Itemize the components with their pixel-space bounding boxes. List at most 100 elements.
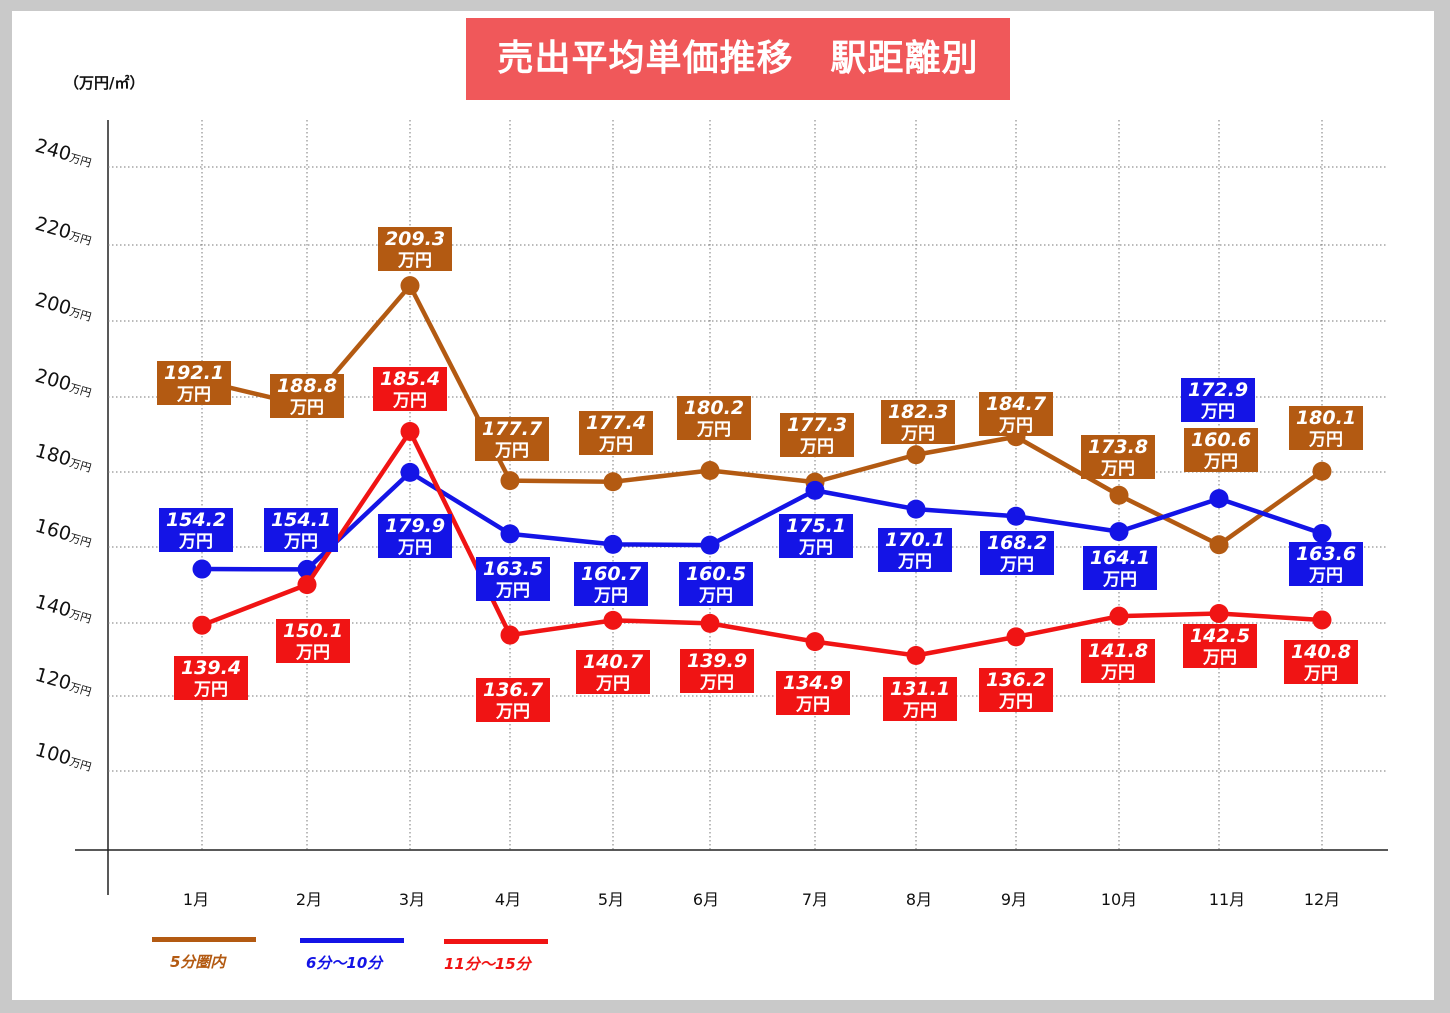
data-label-unit: 万円 bbox=[998, 416, 1033, 436]
data-label-unit: 万円 bbox=[902, 701, 937, 721]
data-label-box bbox=[276, 619, 350, 663]
data-label-unit: 万円 bbox=[494, 441, 529, 461]
data-label-box bbox=[579, 411, 653, 455]
data-point bbox=[500, 524, 520, 544]
x-tick-label: 4月 bbox=[495, 890, 521, 909]
data-label-box bbox=[980, 531, 1054, 575]
data-label-box bbox=[1083, 546, 1157, 590]
data-label-unit: 万円 bbox=[999, 555, 1034, 575]
data-label-unit: 万円 bbox=[1100, 459, 1135, 479]
legend-label-5min: 5分圏内 bbox=[170, 953, 226, 971]
data-label-value: 136.7 bbox=[483, 679, 544, 701]
data-label-value: 160.5 bbox=[686, 563, 746, 585]
data-label-unit: 万円 bbox=[397, 538, 432, 558]
data-label-value: 180.1 bbox=[1296, 407, 1356, 429]
data-point bbox=[1109, 606, 1129, 626]
data-label-value: 188.8 bbox=[277, 375, 337, 397]
y-tick-label: 220万円 bbox=[33, 213, 95, 250]
data-label-value: 141.8 bbox=[1088, 640, 1148, 662]
data-point bbox=[906, 499, 926, 519]
data-label-unit: 万円 bbox=[289, 398, 324, 418]
data-point bbox=[400, 462, 420, 482]
data-label-unit: 万円 bbox=[397, 251, 432, 271]
data-label-box bbox=[979, 668, 1053, 712]
x-tick-label: 6月 bbox=[693, 890, 719, 909]
data-label-box bbox=[1081, 639, 1155, 683]
data-label-box bbox=[476, 557, 550, 601]
data-label-value: 163.6 bbox=[1296, 543, 1356, 565]
y-tick-label: 140万円 bbox=[33, 591, 93, 626]
data-point bbox=[1109, 485, 1129, 505]
data-label-unit: 万円 bbox=[598, 435, 633, 455]
data-label-value: 182.3 bbox=[888, 401, 948, 423]
data-label-value: 142.5 bbox=[1190, 625, 1250, 647]
data-label-box bbox=[1183, 624, 1257, 668]
data-label-unit: 万円 bbox=[495, 581, 530, 601]
data-label-value: 150.1 bbox=[283, 620, 343, 642]
x-tick-label: 1月 bbox=[183, 890, 209, 909]
data-point bbox=[700, 613, 720, 633]
x-tick-label: 3月 bbox=[399, 890, 425, 909]
data-point bbox=[500, 625, 520, 645]
data-label-value: 140.7 bbox=[583, 651, 644, 673]
x-tick-label: 11月 bbox=[1209, 890, 1245, 909]
data-label-box bbox=[1081, 435, 1155, 479]
data-point bbox=[1312, 610, 1332, 630]
data-label-box bbox=[780, 413, 854, 457]
data-label-value: 154.2 bbox=[166, 509, 226, 531]
data-label-box bbox=[373, 367, 447, 411]
data-label-unit: 万円 bbox=[392, 391, 427, 411]
data-label-box bbox=[157, 361, 231, 405]
svg-text:160万円: 160万円 bbox=[33, 515, 95, 552]
legend-swatch-6-10min bbox=[300, 938, 404, 943]
data-label-box bbox=[475, 417, 549, 461]
data-label-unit: 万円 bbox=[1308, 430, 1343, 450]
data-point bbox=[1006, 506, 1026, 526]
data-point bbox=[297, 575, 317, 595]
legend-label-6-10min: 6分～10分 bbox=[306, 954, 383, 972]
svg-text:220万円: 220万円 bbox=[33, 213, 95, 250]
data-label-unit: 万円 bbox=[1102, 570, 1137, 590]
data-label-box bbox=[270, 374, 344, 418]
legend-swatch-11-15min bbox=[444, 939, 548, 944]
data-label-value: 175.1 bbox=[786, 515, 846, 537]
svg-text:180万円: 180万円 bbox=[33, 440, 95, 477]
y-tick-label: 100万円 bbox=[33, 739, 95, 776]
data-label-unit: 万円 bbox=[595, 674, 630, 694]
svg-text:120万円: 120万円 bbox=[33, 664, 95, 701]
data-point bbox=[700, 461, 720, 480]
series-line bbox=[201, 429, 1323, 658]
data-label-unit: 万円 bbox=[193, 680, 228, 700]
data-label-value: 140.8 bbox=[1291, 641, 1351, 663]
svg-text:100万円: 100万円 bbox=[33, 739, 95, 776]
data-label-value: 192.1 bbox=[164, 362, 224, 384]
data-label-box bbox=[979, 392, 1053, 436]
data-label-unit: 万円 bbox=[795, 695, 830, 715]
data-point bbox=[906, 445, 926, 465]
data-label-box bbox=[1289, 542, 1363, 586]
data-point bbox=[1312, 461, 1332, 481]
data-label-value: 184.7 bbox=[986, 393, 1047, 415]
data-label-box bbox=[680, 649, 754, 693]
data-label-box bbox=[574, 562, 648, 606]
data-label-unit: 万円 bbox=[1200, 402, 1235, 422]
y-tick-label: 200万円 bbox=[33, 289, 93, 324]
data-label-box bbox=[677, 396, 751, 440]
data-point bbox=[906, 645, 926, 665]
data-label-value: 139.9 bbox=[687, 650, 747, 672]
data-label-unit: 万円 bbox=[798, 538, 833, 558]
data-label-unit: 万円 bbox=[593, 586, 628, 606]
data-point bbox=[1209, 604, 1229, 623]
data-label-value: 185.4 bbox=[380, 368, 440, 390]
data-label-box bbox=[174, 656, 248, 700]
data-label-value: 179.9 bbox=[385, 515, 445, 537]
data-label-unit: 万円 bbox=[283, 532, 318, 552]
x-tick-label: 12月 bbox=[1304, 890, 1340, 909]
y-tick-label: 160万円 bbox=[33, 515, 95, 552]
data-label-unit: 万円 bbox=[698, 586, 733, 606]
data-label-value: 177.7 bbox=[482, 418, 543, 440]
data-point bbox=[805, 480, 825, 500]
data-label-value: 160.6 bbox=[1191, 429, 1251, 451]
data-label-value: 172.9 bbox=[1188, 379, 1248, 401]
